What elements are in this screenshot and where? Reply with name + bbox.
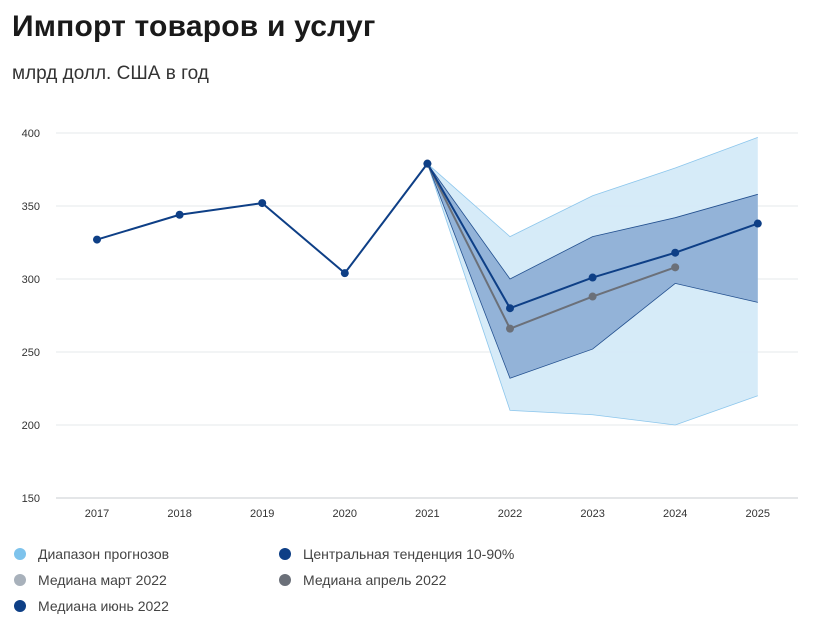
legend-swatch-median-april <box>279 574 291 586</box>
x-tick-2023: 2023 <box>580 508 604 520</box>
band-central <box>427 163 758 379</box>
y-axis-ticks: 150 200 250 300 350 400 <box>22 128 40 505</box>
legend-label-median-march: Медиана март 2022 <box>38 572 167 588</box>
y-tick-250: 250 <box>22 347 40 359</box>
legend-label-median-june: Медиана июнь 2022 <box>38 598 169 614</box>
point-median-june-2022 <box>506 304 514 313</box>
y-tick-300: 300 <box>22 274 40 286</box>
y-tick-350: 350 <box>22 201 40 213</box>
point-median-june-2017 <box>93 235 101 244</box>
x-tick-2022: 2022 <box>498 508 522 520</box>
legend-swatch-range <box>14 548 26 560</box>
legend-swatch-central <box>279 548 291 560</box>
point-median-june-2019 <box>258 199 267 208</box>
legend-item-central[interactable]: Центральная тенденция 10-90% <box>279 546 514 562</box>
point-median-june-2018 <box>175 210 184 219</box>
y-tick-400: 400 <box>22 128 40 140</box>
point-median-april-2024 <box>671 263 680 272</box>
legend-label-range: Диапазон прогнозов <box>38 546 170 562</box>
legend-swatch-median-march <box>14 574 26 586</box>
point-median-april-2023 <box>588 292 597 301</box>
x-tick-2020: 2020 <box>333 508 357 520</box>
band-range-upper-edge <box>427 137 758 238</box>
legend-item-range[interactable]: Диапазон прогнозов <box>14 546 169 562</box>
line-median-april <box>426 163 676 330</box>
x-tick-2025: 2025 <box>746 508 770 520</box>
point-median-june-2023 <box>588 273 597 282</box>
y-tick-150: 150 <box>22 493 40 505</box>
legend-swatch-median-june <box>14 600 26 612</box>
legend-item-median-june[interactable]: Медиана июнь 2022 <box>14 598 169 614</box>
point-median-april-2022 <box>506 324 514 333</box>
legend-item-median-march[interactable]: Медиана март 2022 <box>14 572 167 588</box>
chart-subtitle: млрд долл. США в год <box>12 63 209 84</box>
x-axis-ticks: 2017 2018 2019 2020 2021 2022 2023 2024 2025 <box>85 508 770 520</box>
x-tick-2021: 2021 <box>415 508 439 520</box>
legend-label-median-april: Медиана апрель 2022 <box>303 572 447 588</box>
legend-label-central: Центральная тенденция 10-90% <box>303 546 515 562</box>
point-median-june-2020 <box>340 269 349 278</box>
chart-title: Импорт товаров и услуг <box>12 10 376 43</box>
x-tick-2018: 2018 <box>167 508 191 520</box>
series-points <box>93 159 762 333</box>
band-central-upper-edge <box>427 163 758 280</box>
band-central-lower-edge <box>427 163 758 379</box>
x-tick-2024: 2024 <box>663 508 687 520</box>
y-tick-200: 200 <box>22 420 40 432</box>
legend-item-median-april[interactable]: Медиана апрель 2022 <box>279 572 446 588</box>
point-median-june-2024 <box>671 248 680 257</box>
band-range-lower-edge <box>427 163 758 426</box>
x-tick-2017: 2017 <box>85 508 109 520</box>
point-median-june-2025 <box>753 219 762 228</box>
point-median-june-2021 <box>423 159 432 168</box>
x-tick-2019: 2019 <box>250 508 274 520</box>
